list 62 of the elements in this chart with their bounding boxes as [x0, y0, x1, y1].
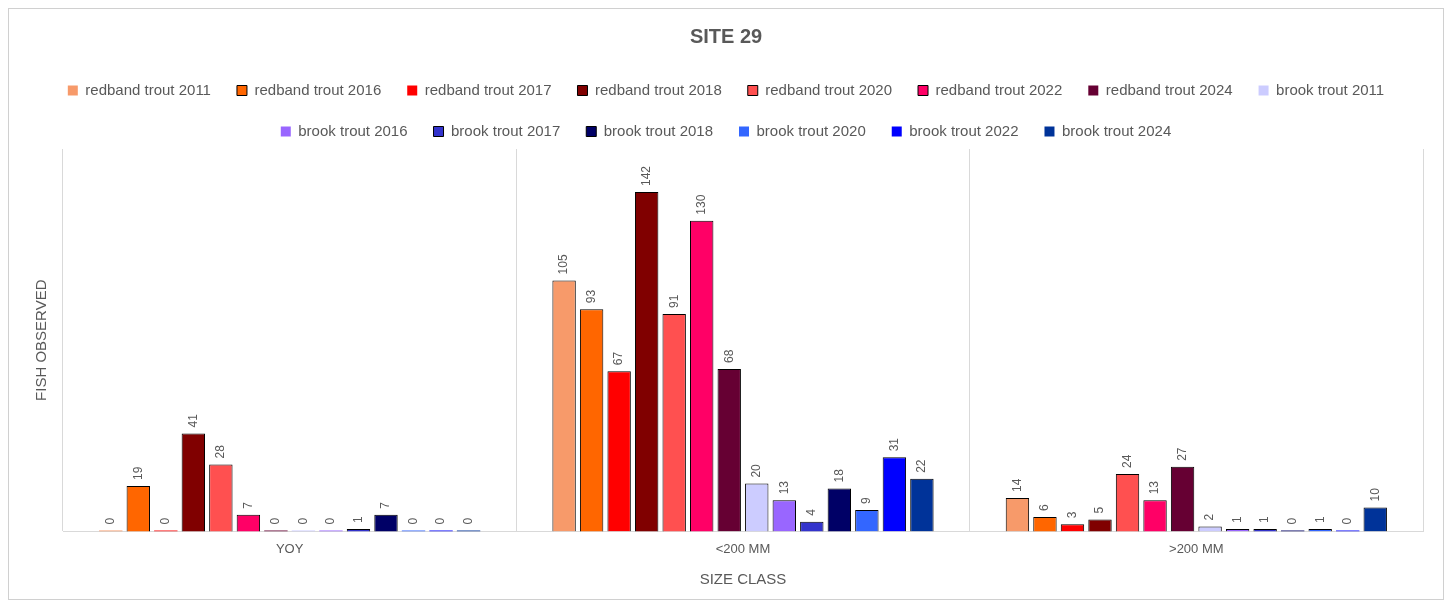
legend-label: redband trout 2022 — [935, 80, 1063, 98]
data-label: 18 — [831, 468, 846, 483]
data-label: 19 — [130, 466, 145, 480]
legend-label: redband trout 2020 — [765, 80, 893, 98]
data-label: 0 — [405, 517, 420, 525]
data-label: 1 — [1229, 516, 1244, 524]
data-label: 105 — [556, 254, 571, 275]
data-label: 2 — [1202, 513, 1217, 521]
x-tick-label: >200 MM — [1169, 540, 1224, 556]
chart-title: SITE 29 — [689, 24, 763, 47]
data-label: 0 — [268, 517, 283, 525]
x-tick-label: <200 MM — [715, 540, 771, 556]
data-label: 0 — [103, 517, 118, 525]
data-label: 0 — [460, 517, 475, 525]
legend-label: redband trout 2024 — [1105, 80, 1233, 98]
legend-label: brook trout 2018 — [603, 121, 714, 139]
legend-label: brook trout 2024 — [1061, 121, 1172, 139]
data-label: 91 — [666, 294, 681, 308]
data-label: 22 — [914, 459, 929, 473]
legend-label: brook trout 2017 — [451, 121, 561, 139]
data-label: 1 — [1312, 516, 1327, 524]
data-label: 0 — [158, 517, 173, 525]
x-axis-title: SIZE CLASS — [699, 570, 787, 588]
data-label: 0 — [1340, 517, 1355, 525]
data-label: 10 — [1367, 487, 1382, 502]
data-label: 20 — [749, 463, 764, 478]
data-label: 9 — [859, 496, 874, 504]
data-label: 1 — [350, 516, 365, 524]
legend-label: brook trout 2020 — [756, 121, 866, 139]
data-label: 0 — [433, 517, 448, 525]
legend-label: redband trout 2016 — [254, 80, 382, 98]
legend-label: redband trout 2017 — [424, 80, 552, 98]
data-label: 1 — [1257, 516, 1272, 524]
data-label: 67 — [611, 351, 626, 366]
y-axis-title: FISH OBSERVED — [32, 279, 50, 401]
data-label: 28 — [213, 444, 228, 459]
data-label: 14 — [1009, 478, 1024, 492]
legend-label: brook trout 2016 — [298, 121, 408, 139]
data-label: 24 — [1119, 454, 1134, 469]
x-tick-label: YOY — [275, 540, 304, 556]
legend-label: brook trout 2011 — [1276, 80, 1385, 98]
data-label: 5 — [1092, 506, 1107, 514]
data-label: 13 — [1147, 480, 1162, 495]
data-label: 0 — [295, 517, 310, 525]
legend-label: brook trout 2022 — [909, 121, 1019, 139]
data-label: 7 — [378, 501, 393, 509]
data-label: 27 — [1174, 447, 1189, 461]
legend-label: redband trout 2011 — [85, 80, 211, 98]
data-label: 3 — [1064, 511, 1079, 519]
data-label: 7 — [240, 501, 255, 509]
data-label: 142 — [638, 165, 653, 187]
data-label: 68 — [721, 349, 736, 363]
data-label: 41 — [185, 413, 200, 428]
data-label: 4 — [804, 508, 819, 516]
data-label: 130 — [694, 194, 709, 215]
data-label: 93 — [583, 289, 598, 304]
legend-label: redband trout 2018 — [595, 80, 722, 98]
data-label: 31 — [886, 437, 901, 452]
data-label: 0 — [323, 517, 338, 525]
data-label: 6 — [1037, 504, 1052, 512]
data-label: 0 — [1284, 517, 1299, 525]
data-label: 13 — [776, 480, 791, 495]
